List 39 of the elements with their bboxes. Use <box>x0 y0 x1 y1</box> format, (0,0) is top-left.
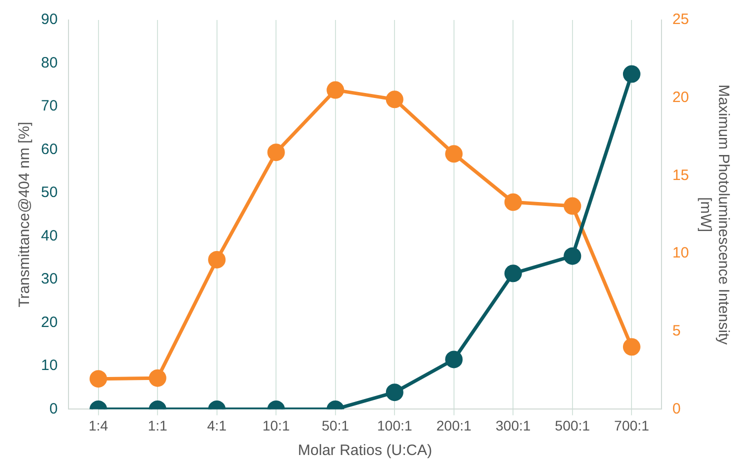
y2-tick-label: 5 <box>672 322 681 340</box>
point <box>386 90 404 108</box>
x-tick-label: 1:4 <box>88 417 108 434</box>
y-tick-label: 80 <box>40 54 58 72</box>
x-tick-label: 200:1 <box>436 417 472 434</box>
x-tick-label: 700:1 <box>614 417 650 434</box>
point <box>148 369 166 387</box>
x-tick-label: 10:1 <box>262 417 290 434</box>
y-tick-label: 90 <box>40 11 58 28</box>
x-tick-label: 100:1 <box>377 417 412 434</box>
x-tick-label: 50:1 <box>322 417 350 434</box>
y2-tick-label: 15 <box>672 166 690 184</box>
point <box>326 81 344 99</box>
y2-tick-label: 25 <box>672 11 690 28</box>
y-tick-label: 10 <box>40 357 58 374</box>
point <box>208 250 226 268</box>
point <box>504 193 522 211</box>
point <box>267 144 285 162</box>
x-tick-label: 4:1 <box>207 417 227 434</box>
x-axis-title: Molar Ratios (U:CA) <box>298 442 432 460</box>
y-tick-label: 40 <box>40 227 58 244</box>
point <box>445 145 463 163</box>
y2-axis-title: Maximum Photoluminescence Intensity [mW] <box>696 84 732 346</box>
y-tick-label: 70 <box>40 98 58 115</box>
y-tick-label: 0 <box>49 400 58 418</box>
y2-tick-label: 0 <box>672 400 681 418</box>
y2-tick-label: 10 <box>672 244 690 262</box>
point <box>564 197 582 215</box>
y-tick-label: 60 <box>40 140 58 158</box>
y-axis-title: Transmittance@404 nm [%] <box>16 122 34 308</box>
y-tick-label: 20 <box>40 314 58 331</box>
point <box>622 338 640 356</box>
x-tick-label: 300:1 <box>496 417 531 434</box>
y-tick-label: 30 <box>40 270 58 288</box>
y2-tick-label: 20 <box>672 88 690 106</box>
x-tick-label: 500:1 <box>554 417 590 434</box>
y-tick-label: 50 <box>40 184 58 202</box>
point <box>90 370 108 388</box>
x-tick-label: 1:1 <box>148 417 168 434</box>
